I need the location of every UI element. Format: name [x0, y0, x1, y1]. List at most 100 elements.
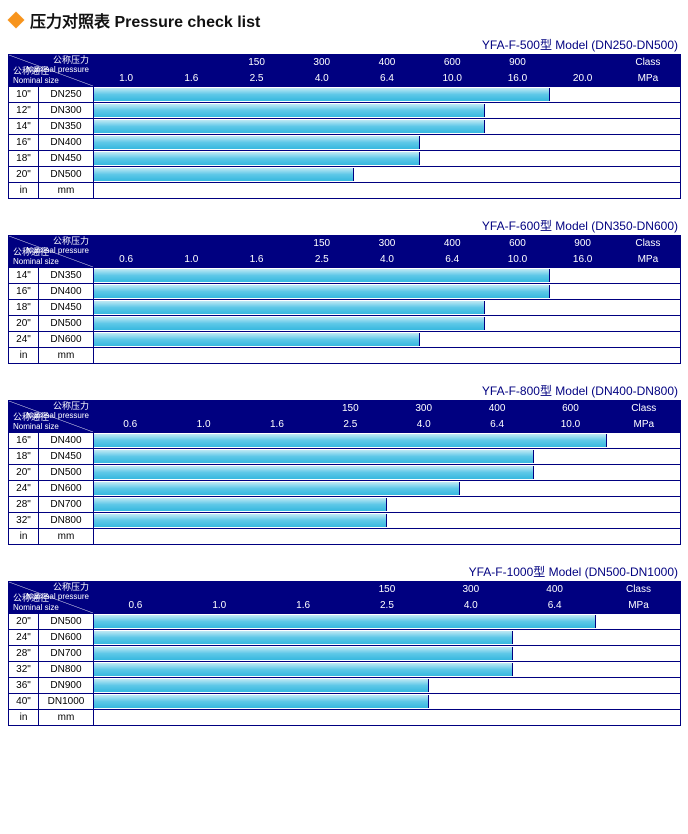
mpa-header-cell: 10.0	[420, 71, 485, 87]
unit-row: inmm	[9, 348, 681, 364]
class-header-cell: 600	[485, 236, 550, 252]
unit-blank-cell	[94, 183, 681, 199]
pressure-bar	[94, 269, 550, 282]
pressure-bar	[94, 663, 513, 676]
table-block: YFA-F-800型 Model (DN400-DN800)公称压力Nomina…	[8, 382, 680, 545]
nominal-mm-cell: DN600	[39, 630, 94, 646]
mpa-header-cell: 1.0	[94, 71, 159, 87]
bar-cell	[94, 646, 681, 662]
table-row: 18"DN450	[9, 151, 681, 167]
unit-row: inmm	[9, 183, 681, 199]
table-row: 18"DN450	[9, 300, 681, 316]
class-header-cell: 400	[420, 236, 485, 252]
nominal-mm-cell: DN450	[39, 151, 94, 167]
class-header-cell	[261, 582, 345, 598]
bar-cell	[94, 87, 681, 103]
nominal-mm-cell: DN500	[39, 167, 94, 183]
table-row: 40"DN1000	[9, 694, 681, 710]
pressure-bar	[94, 104, 485, 117]
class-header-cell	[94, 582, 178, 598]
nominal-in-cell: 16"	[9, 284, 39, 300]
class-header-cell	[94, 236, 159, 252]
table-row: 24"DN600	[9, 481, 681, 497]
table-row: 10"DN250	[9, 87, 681, 103]
unit-blank-cell	[94, 529, 681, 545]
table-row: 32"DN800	[9, 513, 681, 529]
table-row: 16"DN400	[9, 433, 681, 449]
table-row: 20"DN500	[9, 614, 681, 630]
mpa-label-cell: MPa	[615, 71, 680, 87]
bar-cell	[94, 151, 681, 167]
table-row: 14"DN350	[9, 119, 681, 135]
mpa-header-cell: 1.6	[261, 598, 345, 614]
class-header-cell: 400	[513, 582, 597, 598]
pressure-bar	[94, 695, 429, 708]
class-header-cell: 600	[534, 401, 607, 417]
nominal-in-cell: 14"	[9, 268, 39, 284]
class-header-cell: 300	[354, 236, 419, 252]
table-row: 16"DN400	[9, 284, 681, 300]
table-row: 28"DN700	[9, 497, 681, 513]
table-row: 20"DN500	[9, 316, 681, 332]
in-label-cell: in	[9, 710, 39, 726]
mpa-header-cell: 4.0	[387, 417, 460, 433]
table-row: 12"DN300	[9, 103, 681, 119]
pressure-bar	[94, 679, 429, 692]
bar-cell	[94, 268, 681, 284]
nominal-in-cell: 32"	[9, 662, 39, 678]
mpa-header-cell: 1.0	[167, 417, 240, 433]
pressure-bar	[94, 498, 387, 511]
class-header-cell: 150	[314, 401, 387, 417]
class-header-cell: 600	[420, 55, 485, 71]
mpa-header-cell: 16.0	[485, 71, 550, 87]
nominal-mm-cell: DN400	[39, 135, 94, 151]
class-label-cell: Class	[607, 401, 680, 417]
nominal-in-cell: 16"	[9, 135, 39, 151]
class-label-cell: Class	[615, 55, 680, 71]
mpa-header-cell: 6.4	[513, 598, 597, 614]
class-header-cell: 150	[345, 582, 429, 598]
table-row: 24"DN600	[9, 630, 681, 646]
nominal-in-cell: 20"	[9, 614, 39, 630]
nominal-mm-cell: DN450	[39, 300, 94, 316]
nominal-mm-cell: DN800	[39, 513, 94, 529]
mpa-header-cell: 4.0	[354, 252, 419, 268]
pressure-bar	[94, 333, 420, 346]
table-row: 28"DN700	[9, 646, 681, 662]
pressure-bar	[94, 466, 534, 479]
mpa-header-cell: 10.0	[485, 252, 550, 268]
nominal-in-cell: 24"	[9, 332, 39, 348]
class-header-cell: 300	[429, 582, 513, 598]
nominal-in-cell: 24"	[9, 481, 39, 497]
in-label-cell: in	[9, 183, 39, 199]
class-header-cell	[167, 401, 240, 417]
pressure-bar	[94, 317, 485, 330]
mpa-header-cell: 6.4	[460, 417, 533, 433]
class-header-cell: 300	[289, 55, 354, 71]
nominal-in-cell: 24"	[9, 630, 39, 646]
pressure-bar	[94, 482, 460, 495]
mpa-header-cell: 0.6	[94, 252, 159, 268]
nominal-mm-cell: DN500	[39, 316, 94, 332]
pressure-bar	[94, 434, 607, 447]
pressure-bar	[94, 631, 513, 644]
mpa-header-cell: 1.6	[240, 417, 313, 433]
class-label-cell: Class	[615, 236, 680, 252]
pressure-table: 公称压力Nominal pressure公称通径Nominal size1503…	[8, 235, 681, 364]
tables-container: YFA-F-500型 Model (DN250-DN500)公称压力Nomina…	[8, 36, 680, 726]
mpa-header-cell: 1.0	[177, 598, 261, 614]
bar-cell	[94, 513, 681, 529]
nominal-mm-cell: DN400	[39, 284, 94, 300]
model-caption: YFA-F-800型 Model (DN400-DN800)	[8, 382, 680, 399]
pressure-bar	[94, 301, 485, 314]
unit-row: inmm	[9, 710, 681, 726]
diamond-icon	[8, 12, 25, 29]
bar-cell	[94, 678, 681, 694]
mpa-header-cell: 2.5	[345, 598, 429, 614]
mpa-header-cell: 0.6	[94, 417, 167, 433]
bar-cell	[94, 481, 681, 497]
nominal-mm-cell: DN350	[39, 268, 94, 284]
nominal-mm-cell: DN250	[39, 87, 94, 103]
nominal-in-cell: 20"	[9, 316, 39, 332]
nominal-in-cell: 40"	[9, 694, 39, 710]
